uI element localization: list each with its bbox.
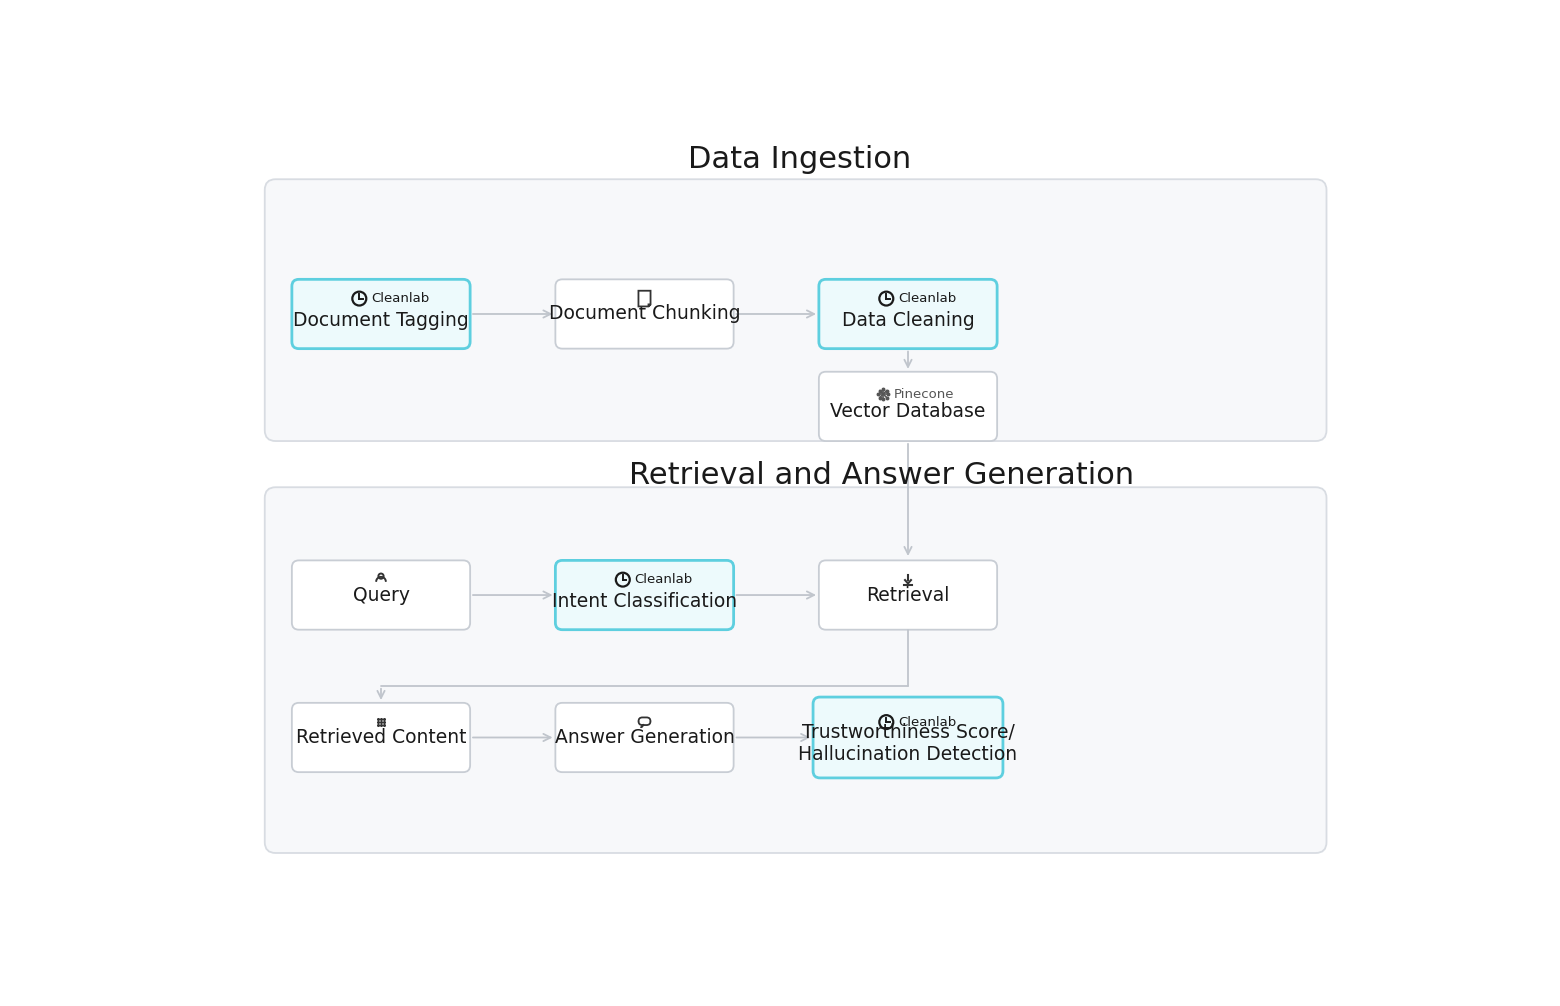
Text: Retrieval: Retrieval [866, 585, 950, 605]
Polygon shape [649, 305, 651, 307]
FancyBboxPatch shape [819, 280, 997, 349]
FancyBboxPatch shape [555, 703, 733, 773]
Text: Cleanlab: Cleanlab [899, 715, 956, 728]
Text: Cleanlab: Cleanlab [371, 292, 429, 305]
FancyBboxPatch shape [292, 703, 470, 773]
FancyBboxPatch shape [555, 560, 733, 630]
Text: Document Chunking: Document Chunking [549, 305, 741, 324]
Text: Retrieved Content: Retrieved Content [296, 728, 466, 747]
Text: Vector Database: Vector Database [830, 401, 986, 421]
Text: Answer Generation: Answer Generation [554, 728, 735, 747]
FancyBboxPatch shape [292, 280, 470, 349]
FancyBboxPatch shape [265, 487, 1326, 853]
FancyBboxPatch shape [819, 560, 997, 630]
FancyBboxPatch shape [265, 179, 1326, 441]
FancyBboxPatch shape [638, 717, 651, 725]
Text: Data Ingestion: Data Ingestion [688, 146, 911, 174]
Text: Cleanlab: Cleanlab [899, 292, 956, 305]
Polygon shape [638, 291, 651, 307]
Text: Intent Classification: Intent Classification [552, 592, 736, 611]
FancyBboxPatch shape [819, 372, 997, 441]
Text: Cleanlab: Cleanlab [635, 573, 693, 586]
Text: Query: Query [353, 585, 409, 605]
Text: Retrieval and Answer Generation: Retrieval and Answer Generation [629, 461, 1134, 490]
Text: Document Tagging: Document Tagging [293, 311, 470, 330]
FancyBboxPatch shape [555, 280, 733, 349]
Text: Trustworthiness Score/
Hallucination Detection: Trustworthiness Score/ Hallucination Det… [799, 723, 1017, 765]
FancyBboxPatch shape [292, 560, 470, 630]
FancyBboxPatch shape [813, 697, 1003, 778]
Text: Data Cleaning: Data Cleaning [842, 311, 975, 330]
Text: Pinecone: Pinecone [894, 387, 955, 400]
